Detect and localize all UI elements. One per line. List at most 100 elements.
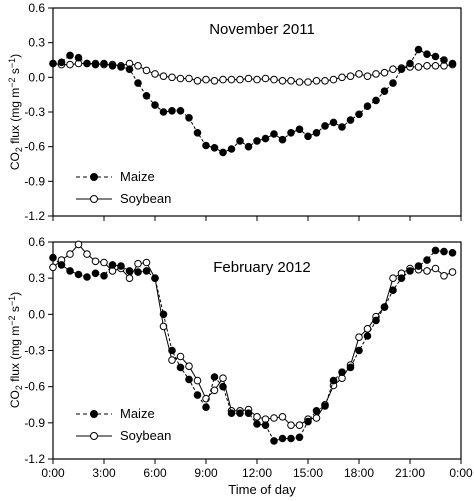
maize-data-point bbox=[83, 273, 91, 281]
maize-data-point bbox=[321, 122, 329, 130]
y-axis-label-part: −2 bbox=[7, 315, 17, 325]
maize-data-point bbox=[346, 116, 355, 124]
maize-data-point bbox=[210, 144, 219, 152]
plot-frame-top bbox=[52, 7, 462, 217]
soybean-data-point bbox=[253, 75, 261, 84]
maize-data-point bbox=[176, 363, 185, 372]
legend-top: Maize Soybean bbox=[76, 169, 171, 206]
soybean-data-point bbox=[134, 259, 142, 268]
maize-data-point bbox=[142, 267, 151, 275]
maize-data-point bbox=[372, 316, 380, 325]
maize-data-point bbox=[321, 402, 329, 410]
maize-data-point bbox=[219, 382, 227, 391]
maize-data-point bbox=[74, 270, 83, 279]
maize-data-point bbox=[253, 420, 261, 428]
x-tick-label: 21:00 bbox=[395, 466, 425, 480]
soybean-data-point bbox=[176, 352, 185, 361]
soybean-data-point bbox=[440, 272, 448, 280]
maize-data-point bbox=[448, 59, 457, 68]
maize-data-point bbox=[125, 65, 134, 73]
maize-data-point bbox=[261, 421, 270, 430]
legend-soybean-marker-top bbox=[90, 195, 98, 203]
maize-data-point bbox=[261, 134, 270, 143]
maize-data-point bbox=[219, 148, 227, 157]
maize-data-point bbox=[100, 59, 108, 68]
y-axis-label-part: flux (mg m bbox=[8, 326, 22, 385]
maize-data-point bbox=[295, 433, 304, 442]
y-axis-ticks-bottom: 0.6 0.3 0.0 -0.3 -0.6 -0.9 -1.2 bbox=[24, 235, 53, 466]
maize-data-point bbox=[134, 268, 142, 276]
maize-data-point bbox=[414, 45, 423, 54]
y-axis-label-bottom: CO2 flux (mg m−2 s−1) bbox=[7, 292, 23, 408]
y-axis-ticks-top: 0.6 0.3 0.0 -0.3 -0.6 -0.9 -1.2 bbox=[24, 1, 53, 223]
soybean-data-point bbox=[151, 70, 159, 78]
soybean-data-point bbox=[355, 333, 363, 342]
panel-top: 0.60.30.0-0.3-0.6-0.9-1.2 November 2011 … bbox=[7, 1, 462, 223]
maize-data-point bbox=[329, 376, 338, 385]
soybean-data-point bbox=[414, 63, 423, 71]
maize-data-point bbox=[83, 59, 91, 68]
soybean-data-point bbox=[66, 250, 74, 258]
chart-title-top: November 2011 bbox=[209, 21, 315, 38]
y-axis-label-part: s bbox=[8, 306, 22, 315]
maize-data-point bbox=[142, 92, 151, 100]
soybean-data-point bbox=[193, 77, 202, 85]
y-tick-label: -0.9 bbox=[24, 416, 45, 430]
maize-data-point bbox=[134, 79, 142, 87]
soybean-data-point bbox=[329, 75, 338, 84]
maize-data-point bbox=[193, 129, 202, 137]
maize-data-point bbox=[168, 107, 176, 115]
legend-soybean-label-top: Soybean bbox=[120, 191, 171, 206]
maize-data-point bbox=[363, 332, 372, 340]
soybean-data-point bbox=[295, 78, 304, 86]
y-axis-label-part: flux (mg m bbox=[8, 88, 22, 147]
y-axis-label-part: −1 bbox=[7, 58, 17, 68]
maize-data-point bbox=[338, 123, 346, 131]
series-layer-top bbox=[49, 45, 457, 157]
legend-bottom: Maize Soybean bbox=[76, 406, 171, 443]
soybean-data-point bbox=[142, 66, 151, 75]
soybean-data-point bbox=[66, 60, 74, 69]
y-axis-label-part: −1 bbox=[7, 296, 17, 306]
y-tick-label: -0.9 bbox=[24, 174, 45, 188]
y-axis-label-part: −2 bbox=[7, 77, 17, 87]
maize-data-point bbox=[338, 368, 346, 377]
soybean-data-point bbox=[202, 75, 210, 84]
maize-data-point bbox=[202, 403, 210, 412]
soybean-data-point bbox=[278, 77, 287, 85]
soybean-data-point bbox=[244, 74, 253, 83]
maize-data-point bbox=[312, 129, 321, 137]
maize-data-point bbox=[185, 114, 193, 122]
maize-data-point bbox=[440, 247, 448, 256]
soybean-data-point bbox=[210, 386, 219, 395]
maize-data-point bbox=[117, 262, 125, 270]
maize-data-point bbox=[270, 130, 278, 138]
maize-data-point bbox=[57, 261, 66, 269]
maize-data-point bbox=[236, 409, 244, 418]
soybean-data-point bbox=[389, 274, 397, 283]
soybean-data-point bbox=[100, 258, 108, 267]
maize-data-point bbox=[312, 407, 321, 415]
maize-data-point bbox=[227, 145, 236, 153]
soybean-data-point bbox=[270, 414, 278, 422]
maize-data-point bbox=[414, 262, 423, 270]
panel-bottom: 0.6 0.3 0.0 -0.3 -0.6 -0.9 -1.2 0:00 3:00 6:00 9:… bbox=[7, 235, 473, 480]
maize-data-point bbox=[346, 363, 355, 372]
maize-data-point bbox=[151, 274, 159, 283]
legend-soybean-label-bottom: Soybean bbox=[120, 428, 171, 443]
x-tick-label: 6:00 bbox=[143, 466, 167, 480]
maize-data-point bbox=[448, 249, 457, 257]
soybean-data-point bbox=[176, 74, 185, 83]
maize-data-point bbox=[355, 346, 363, 355]
y-axis-label-part: CO bbox=[8, 152, 22, 170]
maize-data-point bbox=[423, 256, 431, 264]
soybean-data-point bbox=[295, 421, 304, 430]
maize-data-point bbox=[210, 373, 219, 381]
soybean-data-point bbox=[91, 257, 100, 266]
maize-data-point bbox=[287, 434, 295, 443]
soybean-data-point bbox=[287, 77, 295, 85]
maize-data-point bbox=[159, 310, 168, 319]
maize-data-point bbox=[380, 303, 389, 311]
maize-data-point bbox=[329, 118, 338, 127]
y-tick-label: -0.3 bbox=[24, 105, 45, 119]
